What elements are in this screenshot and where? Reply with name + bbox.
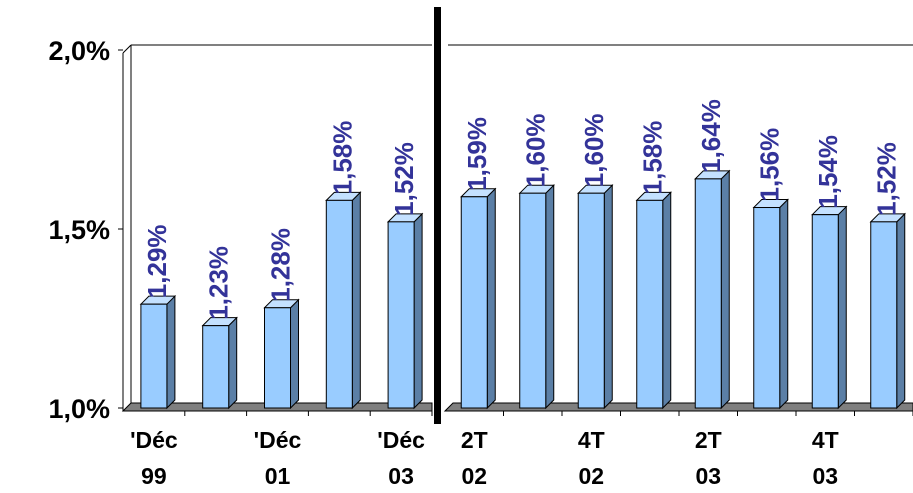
bar-side (603, 183, 613, 410)
y-tick-label: 1,5% (48, 215, 110, 245)
x-tick-label-line2: 02 (578, 463, 604, 489)
data-label: 1,29% (142, 224, 172, 298)
bar-side (228, 316, 238, 410)
bar (870, 221, 898, 409)
y-tick-label: 1,0% (48, 394, 110, 424)
x-tick-label-line1: 4T (812, 427, 839, 453)
bar (753, 207, 781, 409)
data-label: 1,58% (327, 121, 357, 195)
bar (387, 221, 415, 409)
bar-side (290, 298, 299, 410)
panel-divider (434, 7, 441, 424)
x-tick-label-line1: 'Déc (254, 427, 302, 453)
bar-side (413, 212, 423, 410)
bar (325, 199, 353, 409)
plot-frame (118, 7, 913, 424)
x-tick-label-line2: 01 (265, 463, 291, 489)
bar (577, 192, 605, 409)
x-tick-label-line1: 2T (695, 427, 722, 453)
x-tick-label-line1: 2T (461, 427, 488, 453)
data-label: 1,54% (813, 135, 843, 209)
bar-side (720, 169, 730, 410)
data-label: 1,56% (755, 128, 785, 202)
data-label: 1,60% (521, 113, 551, 187)
data-label: 1,23% (204, 246, 234, 320)
bar (636, 199, 664, 409)
bar (694, 178, 722, 409)
bar (202, 325, 230, 409)
x-tick-label-line2: 03 (812, 463, 838, 489)
bar-side (166, 294, 176, 410)
x-tick-label-line1: 4T (578, 427, 605, 453)
y-axis-top-cap (122, 44, 132, 54)
data-label: 1,64% (696, 99, 726, 173)
bars (139, 169, 906, 410)
bar-side (837, 205, 847, 410)
bar-side (486, 187, 496, 410)
bar (519, 192, 547, 409)
x-tick-label-line1: 'Déc (377, 427, 425, 453)
axis-labels: 1,0% 1,5% 2,0% 'Déc 99 'Déc 01 'Déc 03 2T 02 4T 02 2T… (48, 36, 838, 489)
data-label: 1,58% (638, 121, 668, 195)
bar (264, 307, 291, 409)
bar (811, 214, 839, 409)
x-tick-label-line2: 03 (388, 463, 414, 489)
floor-panel-2 (443, 402, 913, 412)
data-labels: 1,29% 1,23% 1,28% 1,58% 1,52% 1,59% 1,60% 1,60%… (142, 99, 902, 320)
data-label: 1,52% (872, 142, 902, 216)
data-label: 1,59% (462, 117, 492, 191)
x-tick-label-line2: 03 (695, 463, 721, 489)
data-label: 1,52% (389, 142, 419, 216)
bar-side (896, 212, 906, 410)
y-tick-label: 2,0% (48, 36, 110, 66)
data-label: 1,28% (266, 228, 296, 302)
data-label: 1,60% (579, 113, 609, 187)
x-tick-label-line1: 'Déc (130, 427, 178, 453)
bar-side (662, 191, 672, 410)
x-tick-label-line2: 99 (141, 463, 167, 489)
x-tick-label-line2: 02 (461, 463, 487, 489)
bar-side (779, 198, 789, 410)
bar-side (351, 191, 361, 410)
bar-side (545, 183, 555, 410)
bar (460, 196, 488, 409)
bar (140, 303, 168, 409)
